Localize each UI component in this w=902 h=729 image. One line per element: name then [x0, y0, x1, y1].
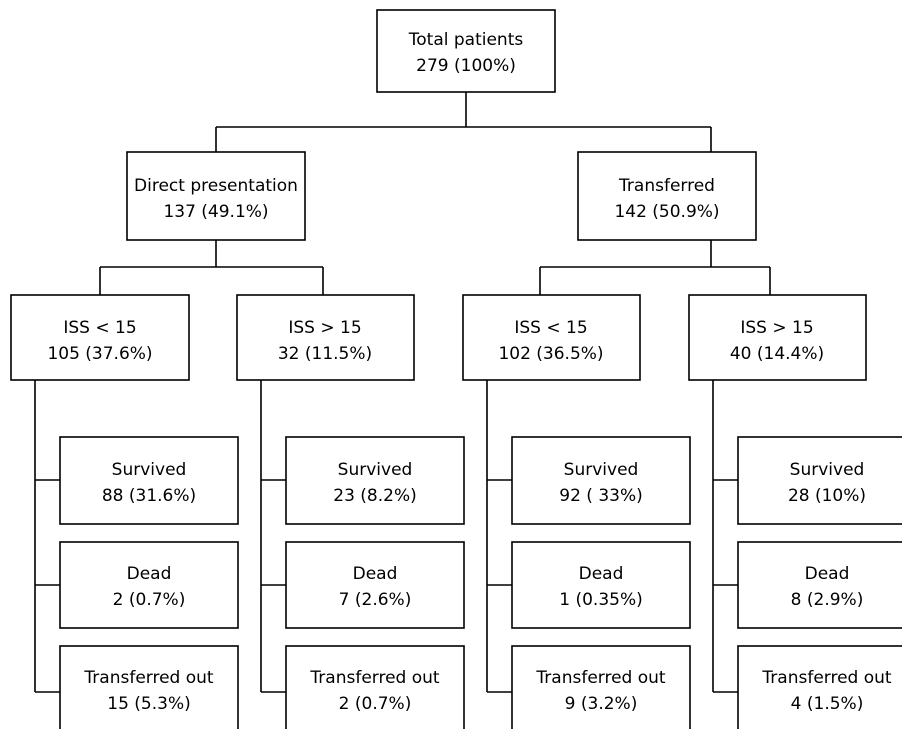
node-value: 137 (49.1%) — [163, 202, 268, 222]
node-title: Direct presentation — [134, 176, 298, 196]
outcome-value: 2 (0.7%) — [113, 590, 186, 610]
outcome-dead: Dead 2 (0.7%) — [59, 541, 239, 629]
outcome-survived: Survived 23 (8.2%) — [285, 436, 465, 525]
outcome-value: 88 (31.6%) — [102, 486, 196, 506]
node-title: ISS > 15 — [288, 318, 361, 338]
outcome-value: 1 (0.35%) — [559, 590, 643, 610]
outcome-value: 2 (0.7%) — [339, 694, 412, 714]
outcome-survived: Survived 28 (10%) — [737, 436, 902, 525]
outcome-title: Transferred out — [761, 668, 892, 688]
outcome-title: Transferred out — [309, 668, 440, 688]
node-value: 32 (11.5%) — [278, 344, 372, 364]
node-direct-iss-gt-15: ISS > 15 32 (11.5%) — [236, 294, 415, 381]
node-title: Total patients — [408, 30, 524, 50]
outcome-title: Transferred out — [535, 668, 666, 688]
outcome-title: Dead — [127, 564, 172, 584]
node-value: 102 (36.5%) — [498, 344, 603, 364]
outcome-value: 4 (1.5%) — [791, 694, 864, 714]
outcome-value: 9 (3.2%) — [565, 694, 638, 714]
connectors — [34, 92, 771, 693]
node-title: Transferred — [618, 176, 715, 196]
node-transferred: Transferred 142 (50.9%) — [577, 151, 757, 241]
transferred-connector — [539, 240, 771, 295]
outcome-title: Dead — [805, 564, 850, 584]
outcome-value: 7 (2.6%) — [339, 590, 412, 610]
node-transferred-iss-gt-15: ISS > 15 40 (14.4%) — [688, 294, 867, 381]
node-transferred-iss-lt-15: ISS < 15 102 (36.5%) — [462, 294, 641, 381]
outcome-survived: Survived 88 (31.6%) — [59, 436, 239, 525]
node-value: 279 (100%) — [416, 56, 516, 76]
outcome-title: Survived — [564, 460, 639, 480]
outcome-connector-3 — [486, 380, 512, 693]
node-title: ISS < 15 — [514, 318, 587, 338]
direct-connector — [99, 240, 324, 295]
node-direct-presentation: Direct presentation 137 (49.1%) — [126, 151, 306, 241]
outcome-value: 28 (10%) — [788, 486, 866, 506]
outcome-value: 92 ( 33%) — [559, 486, 643, 506]
node-value: 105 (37.6%) — [47, 344, 152, 364]
outcome-connector-4 — [712, 380, 738, 693]
node-value: 40 (14.4%) — [730, 344, 824, 364]
outcome-dead: Dead 1 (0.35%) — [511, 541, 691, 629]
outcome-title: Survived — [790, 460, 865, 480]
outcome-transferred-out: Transferred out 2 (0.7%) — [285, 645, 465, 729]
outcome-value: 8 (2.9%) — [791, 590, 864, 610]
node-direct-iss-lt-15: ISS < 15 105 (37.6%) — [10, 294, 190, 381]
outcome-connector-1 — [34, 380, 60, 693]
outcome-title: Dead — [353, 564, 398, 584]
node-total-patients: Total patients 279 (100%) — [376, 9, 556, 93]
root-connector — [215, 92, 712, 152]
outcome-title: Survived — [112, 460, 187, 480]
outcome-value: 23 (8.2%) — [333, 486, 417, 506]
outcome-connector-2 — [260, 380, 286, 693]
outcome-transferred-out: Transferred out 4 (1.5%) — [737, 645, 902, 729]
outcome-title: Survived — [338, 460, 413, 480]
outcome-survived: Survived 92 ( 33%) — [511, 436, 691, 525]
outcome-title: Transferred out — [83, 668, 214, 688]
outcome-dead: Dead 8 (2.9%) — [737, 541, 902, 629]
outcome-transferred-out: Transferred out 9 (3.2%) — [511, 645, 691, 729]
outcome-transferred-out: Transferred out 15 (5.3%) — [59, 645, 239, 729]
outcome-dead: Dead 7 (2.6%) — [285, 541, 465, 629]
node-title: ISS > 15 — [740, 318, 813, 338]
outcome-value: 15 (5.3%) — [107, 694, 191, 714]
node-title: ISS < 15 — [63, 318, 136, 338]
outcome-title: Dead — [579, 564, 624, 584]
node-value: 142 (50.9%) — [614, 202, 719, 222]
